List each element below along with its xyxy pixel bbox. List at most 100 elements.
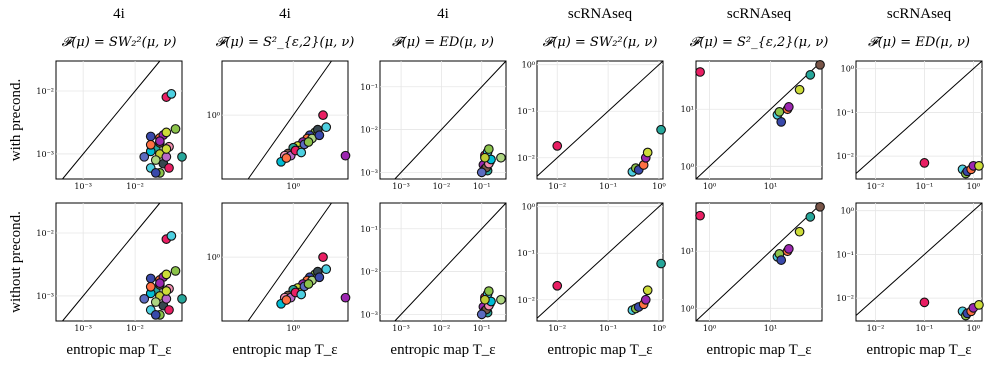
data-point (783, 244, 794, 254)
data-point (805, 70, 816, 80)
data-point (476, 167, 487, 178)
x-tick-label: 10⁻³ (392, 324, 410, 333)
x-tick-label: 10⁰ (287, 324, 300, 333)
scatter-panel: 10⁻² 10⁻¹ 10⁰ 10⁻² 10⁻¹ 10⁰ (517, 202, 666, 333)
x-tick-label: 10⁻² (433, 324, 451, 333)
data-point (496, 294, 506, 305)
data-point (552, 141, 563, 151)
identity-line (62, 202, 161, 322)
scatter-panel: 10⁻² 10⁻¹ 10⁰ 10⁻² 10⁻¹ 10⁰ (517, 60, 666, 191)
data-point (783, 102, 794, 112)
scatter-panel: 10⁻³ 10⁻² 10⁻³ 10⁻² (36, 60, 187, 191)
x-axis-label: entropic map T_ε (390, 342, 495, 358)
y-tick-label: 10⁰ (841, 65, 854, 74)
data-point (296, 289, 307, 300)
scatter-panel: 10⁻³ 10⁻² 10⁻¹ 10⁻³ 10⁻² 10⁻¹ (360, 202, 507, 333)
data-point (640, 294, 651, 305)
row-label: with precond. (8, 79, 24, 161)
scatter-panel: 10⁰ 10⁰ (207, 60, 351, 191)
identity-line (394, 60, 507, 180)
data-point (794, 84, 805, 95)
y-tick-label: 10⁻³ (36, 150, 54, 159)
y-tick-label: 10⁻¹ (517, 107, 535, 116)
data-point (161, 286, 172, 296)
y-tick-label: 10¹ (681, 105, 694, 114)
objective-label: 𝓕(μ) = S²_{ε,2}(μ, ν) (690, 35, 829, 50)
x-tick-label: 10⁻² (548, 182, 566, 191)
dataset-label: scRNAseq (727, 6, 792, 22)
y-tick-label: 10⁻³ (36, 292, 54, 301)
x-axis-label: entropic map T_ε (547, 342, 652, 358)
data-point (815, 201, 825, 212)
data-point (139, 293, 150, 304)
data-point (161, 144, 172, 154)
x-tick-label: 10⁰ (652, 182, 665, 191)
identity-line (62, 60, 161, 180)
scatter-panel: 10⁰ 10¹ 10⁰ 10¹ (681, 201, 825, 333)
x-tick-label: 10⁻¹ (916, 324, 934, 333)
identity-line (855, 60, 983, 174)
plot-area (55, 60, 183, 180)
y-tick-label: 10⁰ (841, 207, 854, 216)
y-tick-label: 10⁻² (36, 229, 54, 238)
objective-label: 𝓕(μ) = S²_{ε,2}(μ, ν) (216, 35, 355, 50)
data-point (642, 147, 653, 158)
x-axis-labels: entropic map T_ε entropic map T_ε entropic… (66, 342, 971, 358)
data-point (145, 131, 156, 142)
identity-line (247, 60, 332, 180)
data-point (150, 310, 161, 320)
data-point (656, 258, 666, 269)
data-point (155, 278, 165, 288)
y-tick-label: 10⁻¹ (836, 108, 854, 117)
data-point (321, 264, 332, 275)
data-point (815, 59, 825, 70)
data-point (318, 252, 328, 263)
objective-label: 𝓕(μ) = ED(μ, ν) (868, 35, 970, 50)
data-point (776, 117, 787, 127)
x-axis-label: entropic map T_ε (66, 342, 171, 358)
data-point (919, 158, 930, 168)
data-point (695, 210, 705, 221)
data-point (476, 309, 487, 320)
data-point (480, 152, 490, 163)
y-tick-label: 10⁻³ (360, 310, 378, 319)
data-point (480, 294, 490, 305)
y-tick-label: 10⁻² (836, 152, 854, 161)
data-point (314, 272, 325, 283)
x-tick-label: 10⁻² (548, 324, 566, 333)
x-tick-label: 10⁻² (867, 182, 885, 191)
data-point (303, 137, 314, 147)
y-tick-label: 10⁻² (517, 154, 535, 163)
data-point (145, 273, 156, 284)
x-tick-label: 10⁻³ (392, 182, 410, 191)
data-point (177, 151, 187, 162)
y-tick-label: 10⁰ (681, 304, 694, 313)
x-tick-label: 10⁻¹ (599, 182, 617, 191)
dataset-label: scRNAseq (568, 6, 633, 22)
x-tick-label: 10⁰ (652, 324, 665, 333)
row-label: without precond. (8, 211, 24, 313)
data-point (161, 151, 172, 162)
x-axis-label: entropic map T_ε (232, 342, 337, 358)
y-tick-label: 10⁰ (522, 61, 535, 70)
y-tick-label: 10⁻¹ (836, 250, 854, 259)
data-point (695, 67, 705, 77)
data-point (177, 293, 187, 304)
x-tick-label: 10⁻³ (74, 324, 92, 333)
y-tick-label: 10⁰ (522, 203, 535, 212)
x-tick-label: 10⁰ (703, 324, 716, 333)
y-tick-label: 10⁰ (207, 111, 220, 120)
data-point (483, 144, 494, 154)
x-tick-label: 10⁰ (287, 182, 300, 191)
identity-line (536, 202, 664, 319)
objective-label: 𝓕(μ) = SW₂²(μ, ν) (62, 35, 177, 50)
data-point (155, 136, 165, 146)
identity-line (695, 60, 823, 180)
data-point (321, 122, 332, 133)
identity-line (394, 202, 507, 322)
data-point (794, 226, 805, 237)
data-point (314, 130, 325, 141)
x-tick-label: 10⁻³ (74, 182, 92, 191)
y-tick-label: 10⁻² (360, 268, 378, 277)
